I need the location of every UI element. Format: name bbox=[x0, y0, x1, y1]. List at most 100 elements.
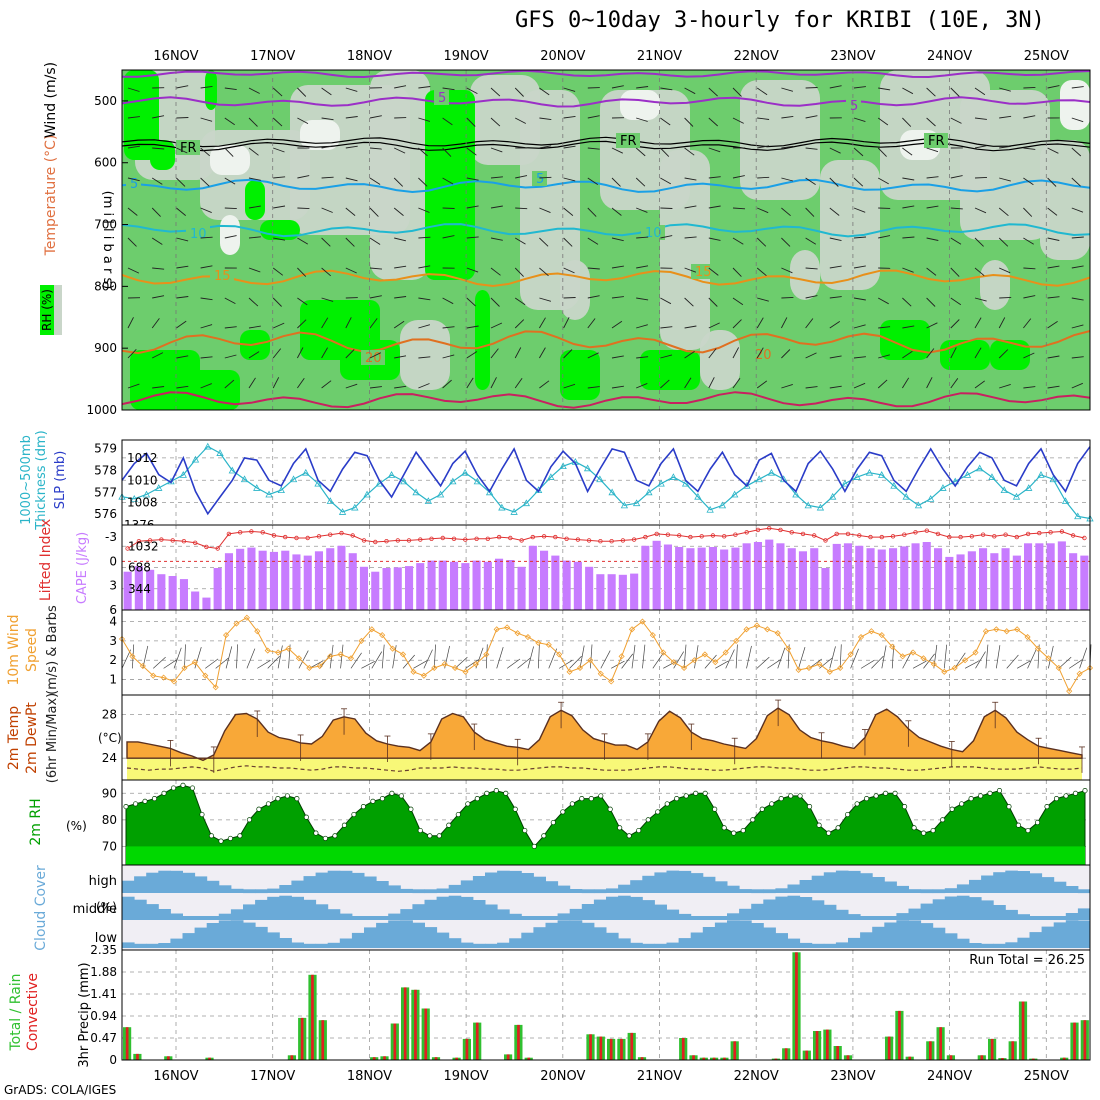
rh2m-point bbox=[1015, 822, 1022, 828]
y-tick-label: 700 bbox=[94, 218, 117, 232]
rh2m-point bbox=[588, 796, 594, 802]
li-point bbox=[755, 527, 761, 533]
rh2m-point bbox=[778, 796, 784, 802]
wind-barb bbox=[127, 116, 140, 119]
precip-conv-bar bbox=[795, 952, 798, 1060]
wind-barb bbox=[345, 317, 352, 329]
rh-light-patch bbox=[790, 250, 820, 300]
rh2m-point bbox=[873, 793, 879, 799]
wind-barb bbox=[345, 267, 357, 274]
wind-barb bbox=[1047, 265, 1060, 269]
cloud-cell bbox=[848, 937, 861, 948]
cloud-cell bbox=[364, 876, 377, 893]
wind-barb bbox=[200, 324, 213, 329]
cape-bar bbox=[832, 543, 841, 610]
wind-barb bbox=[152, 115, 165, 119]
cape-bar bbox=[967, 551, 976, 610]
li-point bbox=[159, 537, 164, 542]
wind-barb bbox=[853, 356, 866, 359]
li-point bbox=[980, 532, 986, 537]
wind-speed-point bbox=[889, 643, 896, 650]
li-point bbox=[688, 534, 693, 540]
rh2m-point bbox=[712, 806, 718, 812]
contour-label: FR bbox=[620, 134, 637, 149]
cloud-cell bbox=[545, 881, 559, 893]
li-point bbox=[181, 539, 187, 544]
cloud-cell bbox=[896, 913, 909, 920]
wind-barb bbox=[805, 115, 818, 119]
cloud-cell bbox=[799, 880, 813, 893]
precip-conv-bar bbox=[290, 1055, 294, 1060]
thickness-point bbox=[829, 492, 837, 500]
cloud-cell bbox=[981, 875, 994, 893]
rh2m-point bbox=[959, 801, 965, 807]
cloud-cell bbox=[460, 880, 474, 893]
thickness-point bbox=[730, 490, 739, 498]
wind-barb bbox=[127, 348, 137, 359]
wind-barb bbox=[757, 176, 770, 179]
precip-conv-bar bbox=[826, 1029, 829, 1060]
wind-barb bbox=[860, 660, 875, 669]
wind-barb bbox=[345, 349, 355, 359]
wind-barb bbox=[684, 351, 695, 359]
cloud-cell bbox=[1029, 916, 1043, 920]
rh-light-patch bbox=[820, 160, 880, 290]
rh-light-patch bbox=[660, 150, 710, 350]
wind-barb bbox=[465, 659, 479, 669]
wind-barb bbox=[224, 354, 237, 359]
cloud-cell bbox=[884, 922, 897, 948]
cloud-cell bbox=[533, 876, 546, 893]
wind-barb bbox=[369, 352, 381, 359]
cape-bar bbox=[416, 563, 425, 610]
rh2m-point bbox=[1082, 788, 1088, 794]
wind-barb bbox=[1047, 385, 1060, 389]
precip-conv-bar bbox=[815, 1031, 819, 1060]
cloud-cell bbox=[521, 916, 534, 920]
rh2m-point bbox=[968, 796, 974, 802]
wind-speed-point bbox=[452, 664, 459, 672]
wind-barb bbox=[200, 177, 210, 187]
cloud-cell bbox=[436, 932, 450, 948]
cloud-cell bbox=[315, 943, 329, 948]
wind-speed-point bbox=[566, 668, 573, 675]
thickness-point bbox=[142, 490, 151, 498]
li-point bbox=[1070, 533, 1076, 538]
cloud-cell bbox=[122, 896, 135, 920]
wind10m-ylabel: Speed bbox=[24, 628, 40, 672]
wind-barb bbox=[176, 207, 186, 216]
wind-barb bbox=[273, 147, 285, 153]
wind-barb bbox=[402, 654, 415, 669]
li-point bbox=[147, 538, 153, 543]
wind-barb bbox=[829, 355, 842, 359]
rh2m-point bbox=[199, 811, 205, 818]
y-tick-label: -3 bbox=[105, 530, 117, 544]
wind-barb bbox=[704, 654, 717, 669]
cloud-cell bbox=[678, 913, 692, 920]
panel-frame bbox=[121, 949, 1091, 1061]
wind-barb bbox=[756, 380, 768, 389]
wind-barb bbox=[708, 205, 721, 209]
y-tick-label: 28 bbox=[102, 708, 117, 722]
cloud-cell bbox=[267, 932, 280, 948]
wind-barb bbox=[636, 265, 649, 269]
wind-barb bbox=[200, 383, 212, 389]
rh-moist-patch bbox=[990, 340, 1030, 370]
li-point bbox=[350, 533, 355, 538]
cloud-cell bbox=[811, 943, 825, 948]
precip-conv-bar bbox=[300, 1017, 304, 1060]
cloud-cell bbox=[751, 889, 764, 894]
cloud-cell bbox=[618, 884, 631, 893]
li-point bbox=[947, 534, 952, 540]
wind-barb bbox=[321, 267, 331, 277]
rh2m-point bbox=[541, 833, 547, 839]
wind-barb bbox=[563, 87, 576, 92]
wind-barb bbox=[878, 326, 891, 329]
cloud-cell bbox=[606, 896, 619, 920]
rh2m-point bbox=[769, 801, 775, 807]
cloud-cell bbox=[678, 938, 692, 948]
rh2m-point bbox=[892, 790, 898, 796]
cape-bar bbox=[663, 544, 672, 610]
cloud-cell bbox=[908, 908, 922, 920]
wind-speed-point bbox=[764, 626, 771, 633]
precip-conv-bar bbox=[640, 1057, 644, 1060]
